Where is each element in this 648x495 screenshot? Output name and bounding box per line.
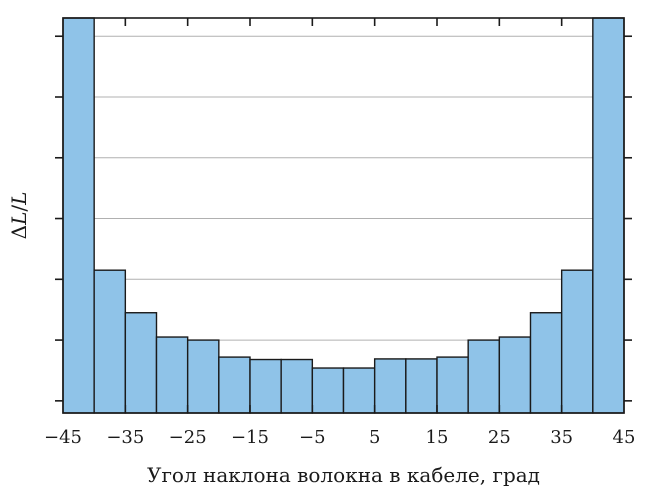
histogram-bar: [342, 367, 376, 414]
histogram-bar: [280, 358, 314, 414]
x-tick-label: −5: [299, 427, 326, 448]
histogram-bar: [560, 269, 594, 414]
y-axis-title-prefix: Δ: [7, 225, 31, 239]
histogram-bar: [436, 356, 469, 414]
histogram-bar: [498, 336, 532, 414]
bars: [62, 17, 625, 414]
y-axis-title-var: L: [7, 212, 31, 226]
x-tick-label: 5: [369, 427, 380, 448]
histogram-bar: [249, 358, 282, 414]
x-tick-label: 35: [550, 427, 573, 448]
plot-border: [62, 17, 625, 414]
x-tick-label: −25: [169, 427, 207, 448]
histogram-bar: [218, 356, 251, 414]
x-tick-label: −35: [106, 427, 144, 448]
histogram-bar: [62, 17, 95, 414]
y-axis-title-sep: /: [7, 205, 31, 212]
plot-frame: [62, 17, 625, 414]
histogram-bar: [373, 358, 407, 414]
histogram-bar: [93, 269, 127, 414]
histogram-bar: [592, 17, 625, 414]
histogram-bar: [124, 312, 158, 414]
histogram-bar: [405, 358, 438, 414]
x-axis-title: Угол наклона волокна в кабеле, град: [147, 463, 540, 487]
x-tick-label: −45: [44, 427, 82, 448]
y-axis-title: ΔL/L: [7, 192, 31, 240]
histogram-bar: [467, 339, 501, 414]
x-tick-label: 45: [613, 427, 636, 448]
x-tick-label: 25: [488, 427, 511, 448]
axis-ticks: [55, 18, 632, 413]
y-axis-title-den: L: [7, 192, 31, 206]
histogram-bar: [186, 339, 220, 414]
x-tick-label: −15: [231, 427, 269, 448]
x-tick-label: 15: [426, 427, 449, 448]
x-tick-labels: −45 −35 −25 −15 −5 5 15 25 35 45: [44, 427, 635, 448]
grid-lines: [63, 35, 624, 341]
histogram-bar: [311, 367, 345, 414]
histogram-bar: [529, 312, 563, 414]
histogram-bar: [155, 336, 189, 414]
